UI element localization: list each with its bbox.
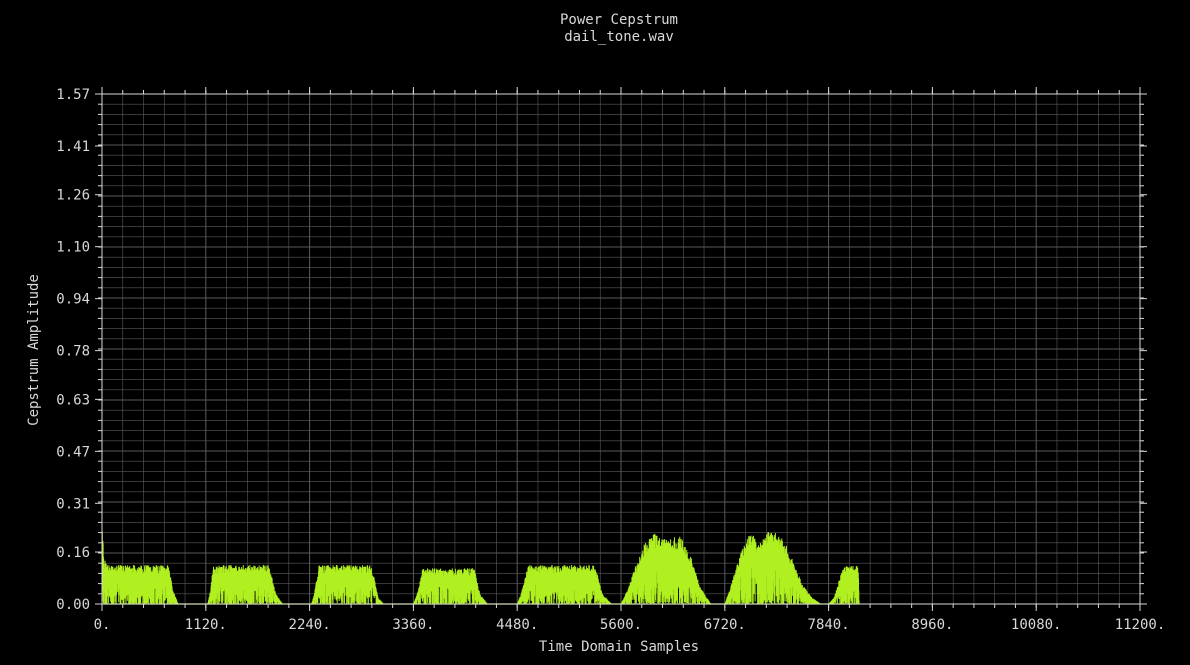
y-tick-label: 0.16 xyxy=(56,545,90,561)
x-tick-label: 1120. xyxy=(185,617,227,633)
y-tick-label: 1.57 xyxy=(56,87,90,103)
x-tick-label: 0. xyxy=(94,617,111,633)
y-tick-label: 0.94 xyxy=(56,292,90,308)
x-tick-label: 11200. xyxy=(1115,617,1166,633)
x-tick-label: 10080. xyxy=(1011,617,1062,633)
y-axis-label: Cepstrum Amplitude xyxy=(26,274,42,426)
chart-title: Power Cepstrum xyxy=(560,12,678,28)
y-tick-label: 0.63 xyxy=(56,392,90,408)
x-tick-label: 5600. xyxy=(600,617,642,633)
x-axis-label: Time Domain Samples xyxy=(539,639,699,655)
y-tick-label: 1.10 xyxy=(56,240,90,256)
x-tick-label: 2240. xyxy=(289,617,331,633)
x-tick-label: 3360. xyxy=(392,617,434,633)
y-tick-label: 0.78 xyxy=(56,344,90,360)
y-tick-label: 1.26 xyxy=(56,188,90,204)
grid xyxy=(101,93,1141,605)
x-tick-label: 8960. xyxy=(911,617,953,633)
x-tick-label: 6720. xyxy=(704,617,746,633)
y-tick-label: 0.00 xyxy=(56,597,90,613)
y-tick-label: 0.47 xyxy=(56,444,90,460)
y-tick-label: 1.41 xyxy=(56,139,90,155)
y-tick-label: 0.31 xyxy=(56,496,90,512)
x-tick-label: 4480. xyxy=(496,617,538,633)
axis-ticks: 0. 1120. 2240. 3360. 4480. 5600. 6720. 7840. 896… xyxy=(56,87,1165,633)
chart-subtitle: dail_tone.wav xyxy=(564,29,674,45)
x-tick-label: 7840. xyxy=(808,617,850,633)
